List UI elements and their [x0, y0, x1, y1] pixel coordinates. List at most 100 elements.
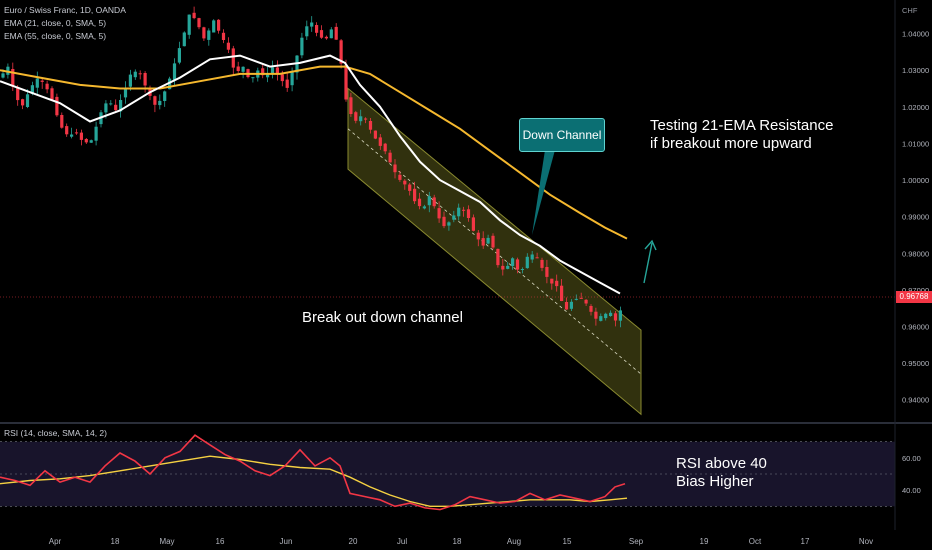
candle-body	[613, 313, 618, 321]
candle	[94, 121, 98, 146]
candle	[408, 182, 412, 196]
candle	[79, 129, 83, 146]
candle	[207, 28, 211, 46]
candle-body	[604, 313, 608, 319]
time-tick-label: 16	[216, 537, 225, 546]
candle	[158, 94, 162, 110]
candle	[364, 117, 368, 124]
candle-body	[564, 302, 569, 310]
candle-body	[447, 222, 451, 226]
candle	[339, 39, 343, 69]
rsi-tick-label: 40.00	[902, 486, 921, 495]
candle	[555, 274, 559, 292]
candle	[119, 94, 123, 118]
candle	[40, 77, 44, 89]
candle-body	[128, 74, 132, 87]
candle	[354, 110, 358, 124]
candle	[226, 37, 230, 53]
candle	[221, 29, 226, 44]
candle-body	[378, 137, 382, 146]
candle-body	[153, 96, 157, 105]
candle	[530, 251, 534, 263]
candle-body	[138, 73, 142, 75]
candle-body	[275, 67, 279, 74]
candle-body	[403, 180, 407, 185]
candle-body	[417, 198, 422, 207]
candle	[476, 230, 480, 247]
candle-body	[119, 100, 123, 112]
time-tick-label: Sep	[629, 537, 644, 546]
candle	[319, 25, 324, 39]
candle	[133, 69, 137, 80]
resistance-line-2: if breakout more upward	[650, 135, 812, 152]
candle	[403, 179, 407, 190]
price-tick-label: 0.98000	[902, 249, 929, 258]
ema21-line	[0, 54, 621, 295]
candle	[462, 206, 466, 217]
candle-body	[270, 67, 275, 74]
candle	[212, 19, 216, 33]
candle-body	[594, 311, 598, 319]
candle-body	[74, 132, 79, 134]
candle-body	[158, 100, 162, 106]
candle	[70, 127, 74, 139]
candle-body	[579, 297, 583, 299]
candle-body	[545, 267, 549, 277]
time-tick-label: Oct	[749, 537, 762, 546]
candle-body	[452, 215, 456, 220]
candle-body	[368, 121, 373, 130]
candle	[114, 99, 118, 112]
candle-body	[305, 26, 309, 37]
candle-body	[535, 257, 539, 259]
candle-body	[55, 96, 59, 116]
candle-body	[471, 217, 475, 231]
candle-body	[422, 206, 426, 209]
candle-body	[236, 66, 240, 71]
candle	[452, 210, 456, 223]
candle	[501, 258, 505, 276]
price-axis-unit: CHF	[902, 6, 918, 15]
candle-body	[550, 278, 554, 284]
time-tick-label: Jun	[280, 537, 293, 546]
candle-body	[599, 316, 603, 321]
candle	[270, 60, 275, 79]
candle	[609, 310, 613, 317]
candle	[329, 27, 333, 39]
candle	[471, 214, 475, 232]
candle-body	[45, 83, 49, 90]
ema55-line	[0, 65, 628, 240]
time-tick-label: 18	[453, 537, 462, 546]
candle	[496, 248, 500, 268]
candle-body	[618, 310, 622, 321]
candle	[55, 93, 59, 117]
candle	[65, 123, 69, 137]
time-tick-label: 20	[349, 537, 358, 546]
candle-body	[310, 22, 314, 27]
candle-body	[398, 174, 402, 180]
candle-body	[231, 48, 235, 68]
candle	[398, 170, 402, 182]
price-tick-label: 1.04000	[902, 30, 929, 39]
candle-body	[104, 103, 108, 113]
candle-body	[476, 232, 480, 240]
candle-body	[212, 20, 216, 33]
candle	[613, 311, 618, 327]
price-tick-label: 1.03000	[902, 66, 929, 75]
candle-body	[589, 306, 593, 312]
price-tick-label: 0.99000	[902, 213, 929, 222]
candle	[163, 90, 167, 107]
candle-body	[496, 248, 500, 266]
candle	[447, 221, 451, 231]
candle-body	[182, 32, 186, 47]
candle	[25, 89, 30, 109]
candle-body	[329, 29, 333, 39]
candle-body	[408, 184, 412, 191]
candle	[535, 252, 539, 259]
candle-body	[491, 235, 495, 248]
candle-body	[60, 115, 64, 128]
candle-body	[339, 40, 343, 64]
resistance-line-1: Testing 21-EMA Resistance	[650, 117, 834, 134]
candle-body	[364, 118, 368, 120]
time-tick-label: Apr	[49, 537, 62, 546]
